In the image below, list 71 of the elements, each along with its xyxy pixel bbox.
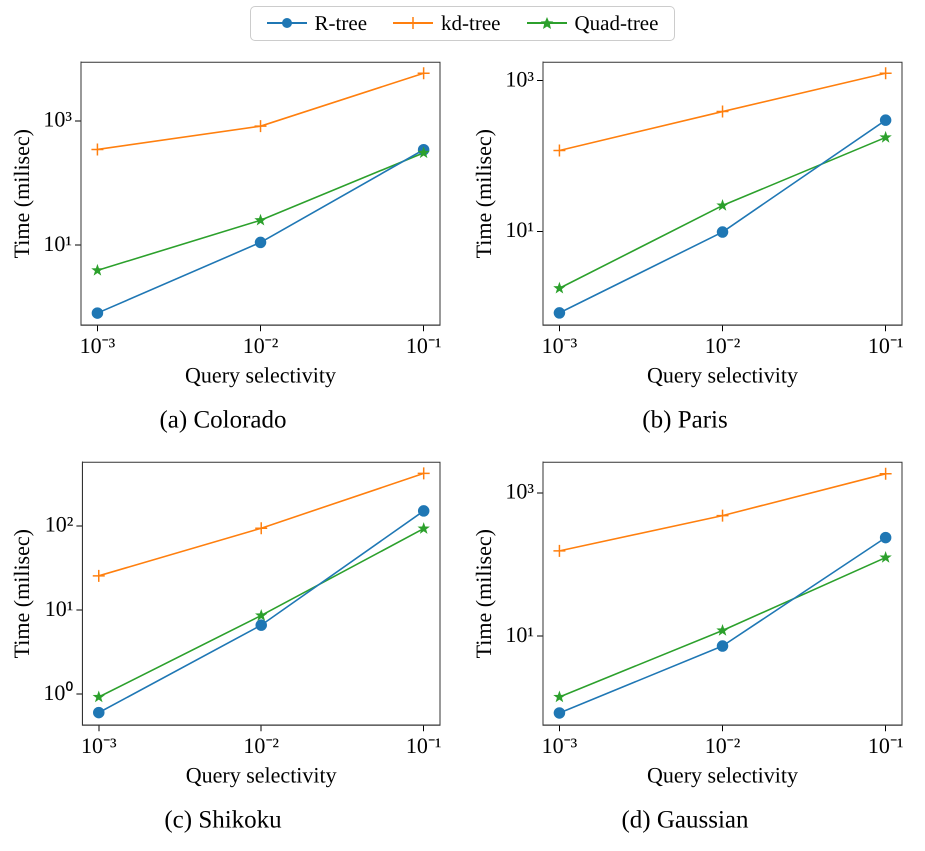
- legend-label: kd-tree: [441, 10, 500, 36]
- point: [880, 532, 892, 544]
- y-tick-label: 10¹: [43, 230, 72, 256]
- x-tick-label: 10⁻²: [243, 733, 280, 758]
- point: [416, 66, 430, 80]
- y-tick-label: 10¹: [44, 596, 74, 621]
- x-axis-title: Query selectivity: [186, 762, 337, 788]
- point: [716, 508, 730, 522]
- text: (b) Paris: [642, 406, 728, 434]
- x-tick-label: 10⁻¹: [868, 333, 904, 358]
- point: [716, 104, 730, 118]
- point: [553, 690, 566, 702]
- x-tick-label: 10⁻²: [704, 333, 741, 358]
- point: [878, 66, 892, 80]
- point: [255, 619, 267, 631]
- legend-label: Quad-tree: [574, 10, 658, 36]
- point: [90, 142, 104, 156]
- text: (d) Gaussian: [621, 806, 750, 834]
- point: [91, 264, 104, 276]
- point: [879, 551, 892, 563]
- y-tick-label: 10²: [44, 512, 74, 537]
- point: [552, 544, 566, 558]
- point: [716, 640, 728, 652]
- y-tick-label: 10⁰: [43, 680, 74, 705]
- point: [418, 505, 430, 517]
- point: [92, 690, 105, 702]
- x-tick-label: 10⁻²: [704, 733, 741, 758]
- point: [716, 624, 729, 636]
- y-axis-title: Time (milisec): [8, 129, 34, 258]
- point: [879, 130, 892, 143]
- y-tick-label: 10¹: [505, 622, 534, 647]
- point: [417, 146, 430, 158]
- x-tick-label: 10⁻¹: [868, 733, 904, 758]
- point: [554, 707, 566, 719]
- y-tick-label: 10³: [43, 106, 72, 132]
- point: [878, 467, 892, 481]
- legend-label: R-tree: [314, 10, 368, 36]
- y-tick-label: 10³: [505, 478, 534, 504]
- y-axis-title: Time (milisec): [8, 529, 34, 658]
- point: [553, 282, 566, 294]
- x-tick-label: 10⁻³: [80, 733, 117, 758]
- y-tick-label: 10³: [505, 66, 534, 92]
- y-axis-title: Time (milisec): [470, 129, 496, 258]
- x-axis-title: Query selectivity: [647, 362, 798, 388]
- x-tick-label: 10⁻³: [80, 333, 116, 358]
- point: [554, 307, 566, 319]
- point: [416, 466, 430, 480]
- point: [92, 569, 106, 583]
- point: [716, 226, 728, 238]
- point: [254, 119, 268, 133]
- y-tick-label: 10¹: [505, 217, 534, 242]
- point: [255, 608, 268, 621]
- x-tick-label: 10⁻²: [242, 333, 279, 358]
- x-axis-title: Query selectivity: [647, 762, 798, 788]
- point: [254, 521, 268, 535]
- y-axis-title: Time (milisec): [470, 529, 496, 658]
- x-tick-label: 10⁻³: [542, 733, 578, 758]
- x-tick-label: 10⁻¹: [406, 733, 442, 758]
- point: [254, 236, 266, 248]
- x-axis-title: Query selectivity: [185, 362, 336, 388]
- point: [254, 214, 267, 226]
- point: [93, 706, 105, 718]
- x-tick-label: 10⁻¹: [406, 333, 442, 358]
- point: [92, 307, 104, 319]
- text: (c) Shikoku: [164, 806, 282, 834]
- point: [716, 199, 729, 211]
- point: [880, 114, 892, 126]
- point: [552, 144, 566, 158]
- x-tick-label: 10⁻³: [542, 333, 578, 358]
- point: [418, 522, 430, 534]
- text: (a) Colorado: [159, 406, 287, 434]
